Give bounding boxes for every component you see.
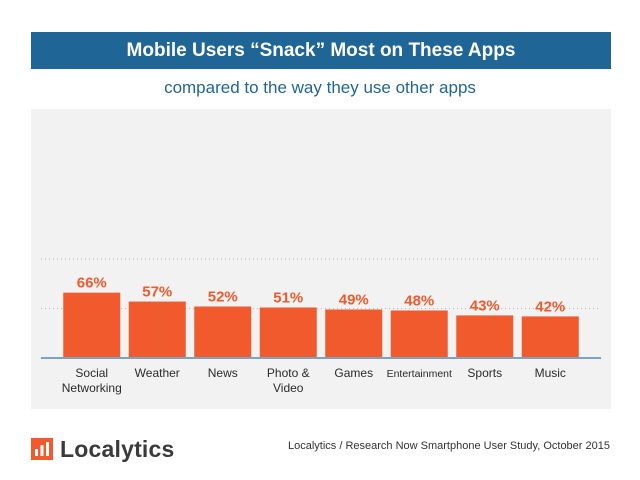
data-label-3: 52%: [208, 289, 238, 306]
category-label-4: Photo & Video: [267, 366, 310, 395]
data-label-6: 48%: [404, 292, 434, 309]
bar-2: [128, 301, 186, 358]
data-label-2: 57%: [142, 284, 172, 301]
data-label-1: 66%: [77, 275, 107, 292]
bar-4: [259, 307, 317, 358]
bar-7: [456, 315, 514, 358]
category-label-2: Weather: [135, 366, 180, 380]
localytics-bars-logo-icon: [31, 438, 53, 460]
bar-1: [63, 292, 121, 358]
category-label-6: Entertainment: [387, 368, 452, 380]
category-label-3: News: [208, 366, 238, 380]
chart-panel: 66% Social Networking 57% Weather 52% News 51% P…: [31, 109, 611, 409]
title-bar: Mobile Users “Snack” Most on These Apps: [31, 32, 611, 69]
bar-6: [390, 310, 448, 358]
category-label-5: Games: [334, 366, 373, 380]
bar-8: [521, 316, 579, 358]
chart-title: Mobile Users “Snack” Most on These Apps: [126, 39, 516, 61]
bar-chart: 66% Social Networking 57% Weather 52% News 51% P…: [41, 258, 601, 395]
bar-3: [194, 306, 252, 358]
data-label-4: 51%: [273, 290, 303, 307]
brand-logo: Localytics: [31, 436, 175, 462]
data-label-7: 43%: [470, 297, 500, 314]
category-label-8: Music: [535, 366, 566, 380]
source-note: Localytics / Research Now Smartphone Use…: [287, 440, 610, 452]
category-label-7: Sports: [467, 366, 502, 380]
data-label-8: 42%: [535, 298, 565, 315]
category-label-1: Social Networking: [62, 366, 122, 395]
chart-subtitle: compared to the way they use other apps: [164, 78, 476, 97]
data-label-5: 49%: [339, 291, 369, 308]
bar-5: [325, 309, 383, 358]
brand-name: Localytics: [60, 435, 175, 462]
